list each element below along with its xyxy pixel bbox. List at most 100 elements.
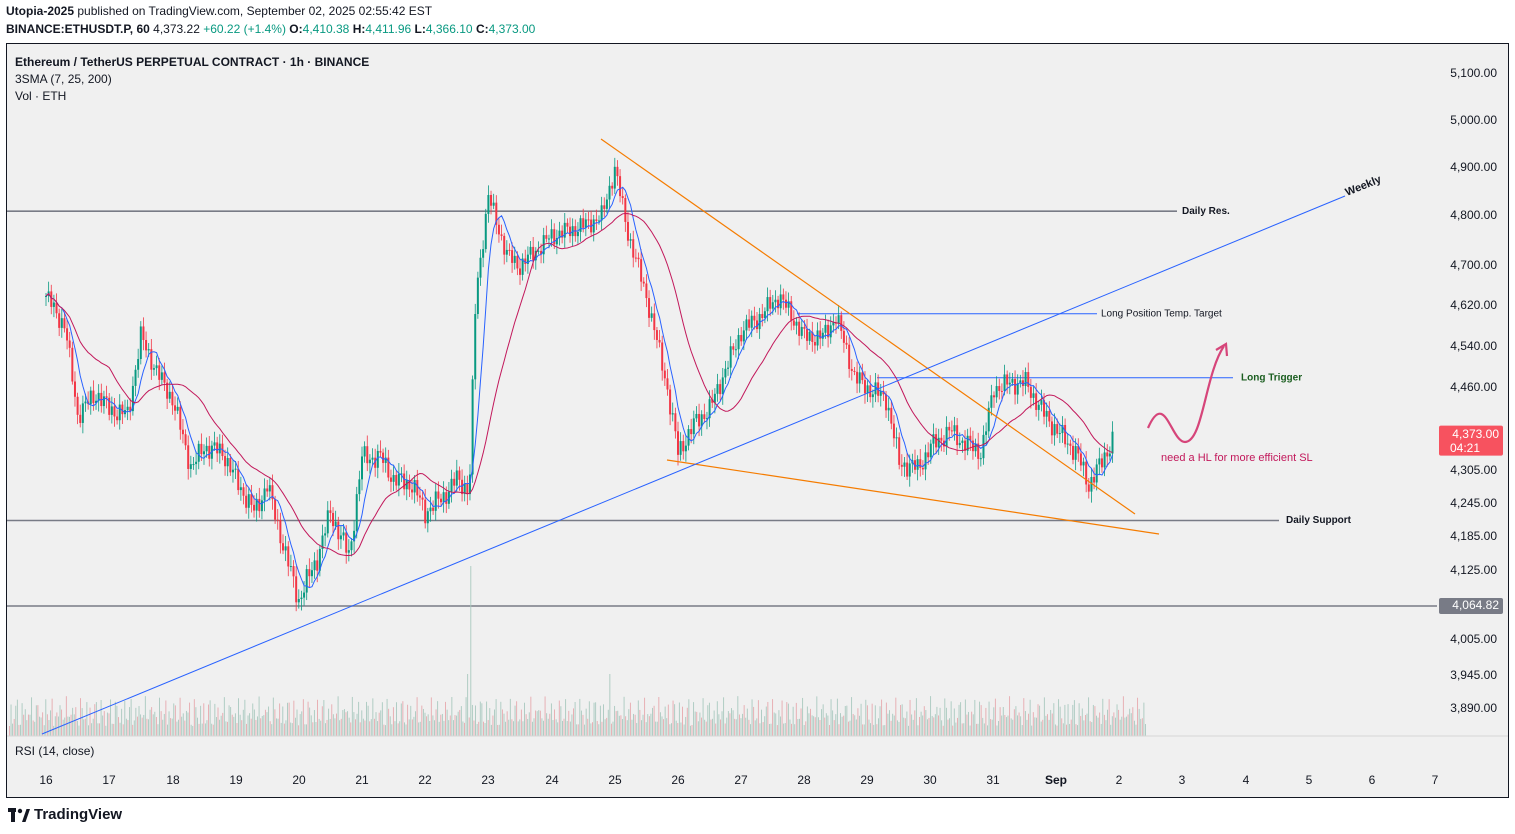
volume-bar — [285, 720, 287, 736]
volume-bar — [664, 706, 666, 736]
volume-bar — [397, 723, 399, 736]
candle-body — [89, 390, 92, 405]
volume-bar — [1031, 725, 1033, 736]
candle-body — [698, 413, 701, 427]
price-chart[interactable]: Daily Res. Daily Support Long Position Tem… — [7, 44, 1509, 798]
candle-body — [497, 224, 500, 235]
volume-bar — [40, 717, 42, 736]
volume-bar — [215, 717, 217, 736]
volume-bar — [522, 721, 524, 736]
volume-bar — [394, 721, 396, 736]
candle-body — [250, 494, 253, 505]
volume-bar — [228, 705, 230, 736]
candle-body — [303, 592, 306, 598]
volume-bar — [255, 719, 257, 736]
volume-bar — [189, 702, 191, 736]
volume-bar — [12, 723, 14, 736]
low-value: 4,366.10 — [425, 22, 473, 36]
candle-body — [929, 443, 932, 458]
volume-bar — [355, 719, 356, 736]
candle-body — [958, 442, 961, 446]
volume-bar — [422, 708, 424, 736]
candle-body — [400, 473, 403, 475]
volume-bar — [881, 699, 883, 736]
chart-frame[interactable]: Daily Res. Daily Support Long Position Tem… — [6, 43, 1509, 798]
volume-bar — [301, 711, 303, 736]
volume-bar — [435, 709, 437, 736]
volume-bar — [459, 709, 461, 736]
candle-body — [263, 488, 266, 501]
volume-bar — [936, 706, 938, 736]
candle-body — [1019, 380, 1022, 384]
long-target-label: Long Position Temp. Target — [1101, 308, 1222, 319]
volume-bar — [1029, 699, 1031, 736]
candle-body — [418, 495, 421, 498]
volume-bar — [911, 714, 913, 736]
volume-bar — [516, 701, 518, 736]
volume-bar — [1130, 713, 1132, 736]
volume-bar — [775, 713, 777, 736]
candle-body — [690, 429, 693, 435]
candle-body — [52, 302, 55, 307]
volume-bar — [732, 710, 734, 736]
volume-bar — [209, 700, 211, 736]
volume-bar — [317, 699, 318, 736]
candle-body — [389, 477, 392, 482]
daily-support-label: Daily Support — [1286, 515, 1352, 526]
volume-bar — [925, 710, 927, 736]
volume-bar — [372, 698, 374, 736]
volume-bar — [24, 709, 26, 736]
candle-body — [906, 462, 909, 477]
candle-body — [92, 390, 95, 404]
volume-bar — [1110, 724, 1112, 736]
volume-bar — [704, 719, 706, 736]
hline-price-tag — [1439, 598, 1503, 614]
volume-bar — [411, 719, 413, 736]
candle-body — [563, 222, 566, 238]
volume-bar — [467, 674, 469, 736]
rsi-label: RSI (14, close) — [15, 744, 95, 758]
candle-body — [440, 498, 442, 503]
volume-bar — [753, 706, 755, 736]
candle-body — [508, 249, 511, 251]
candle-body — [882, 390, 885, 395]
candle-body — [295, 576, 298, 603]
volume-bar — [1099, 712, 1101, 736]
candle-body — [150, 349, 153, 370]
volume-bar — [190, 724, 192, 736]
volume-bar — [94, 704, 96, 736]
candle-body — [848, 344, 851, 369]
candle-body — [640, 259, 643, 282]
candle-body — [719, 384, 722, 395]
volume-bar — [683, 724, 685, 736]
candle-body — [279, 520, 282, 544]
volume-bar — [345, 712, 347, 736]
x-tick-label: 26 — [671, 773, 685, 787]
candle-body — [732, 346, 735, 350]
volume-bar — [288, 702, 290, 736]
candle-body — [505, 249, 508, 255]
candle-body — [461, 479, 464, 495]
volume-bar — [1017, 715, 1018, 736]
tradingview-logo: TradingView — [8, 806, 122, 823]
candle-body — [1064, 424, 1067, 445]
candle-body — [231, 469, 234, 473]
volume-bar — [1108, 699, 1110, 736]
candle-body — [1108, 453, 1111, 457]
volume-bar — [407, 704, 409, 736]
volume-bar — [277, 718, 279, 736]
candle-body — [245, 495, 248, 508]
volume-bar — [152, 714, 154, 736]
candle-body — [168, 391, 171, 399]
volume-bar — [250, 718, 252, 736]
volume-bar — [928, 717, 930, 736]
volume-bar — [576, 724, 578, 736]
high-label: H: — [352, 22, 366, 36]
volume-bar — [155, 716, 157, 736]
volume-bar — [1040, 721, 1042, 736]
candle-body — [779, 294, 782, 309]
volume-bar — [410, 705, 412, 736]
candle-body — [134, 369, 137, 386]
candle-body — [921, 467, 924, 470]
volume-bar — [121, 708, 123, 736]
